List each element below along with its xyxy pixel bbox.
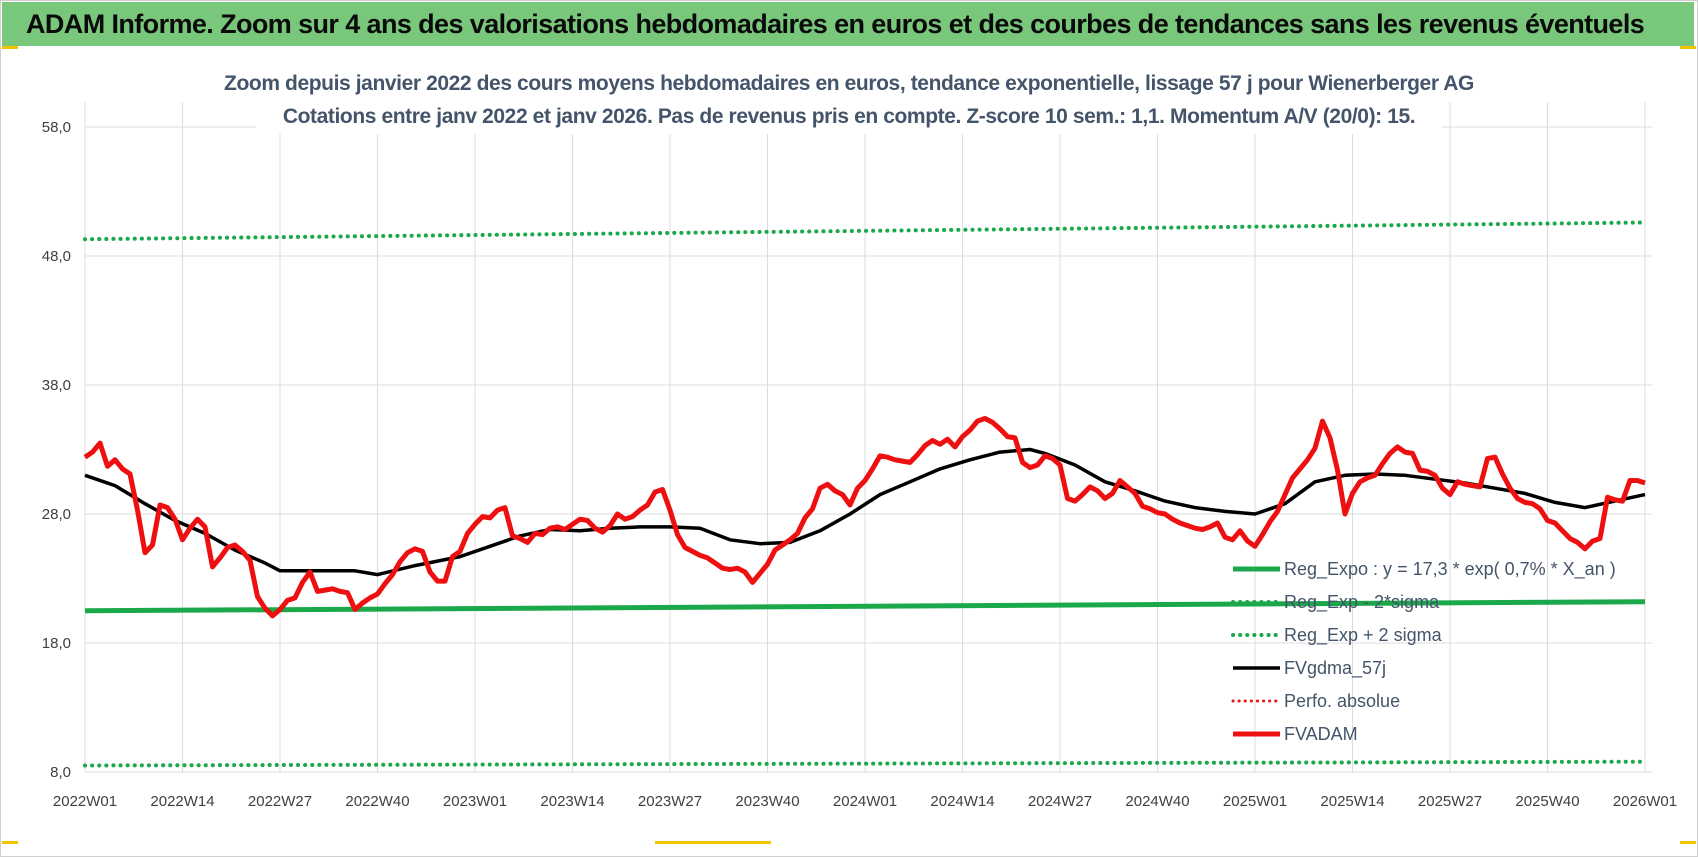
legend-label: FVgdma_57j: [1284, 658, 1386, 679]
y-axis: 58,0 48,0 38,0 28,0 18,0 8,0: [42, 119, 71, 781]
x-axis: 2022W01 2022W14 2022W27 2022W40 2023W01 2023W…: [53, 793, 1677, 810]
x-tick-label: 2022W40: [345, 793, 409, 810]
x-tick-label: 2023W14: [540, 793, 604, 810]
accent-mark-bottom-right: [1680, 841, 1696, 844]
header-banner: ADAM Informe. Zoom sur 4 ans des valoris…: [2, 2, 1694, 46]
x-tick-label: 2024W14: [930, 793, 994, 810]
series-reg-exp-2-sigma: [83, 759, 1647, 768]
accent-mark-left: [2, 46, 18, 49]
x-tick-label: 2025W01: [1223, 793, 1287, 810]
page-title: ADAM Informe. Zoom sur 4 ans des valoris…: [26, 9, 1645, 39]
accent-mark-bottom-center: [655, 841, 771, 844]
series-reg-expo-y-17-3-exp-0-7-x-an: [84, 599, 1646, 614]
legend-label: Reg_Exp - 2*sigma: [1284, 592, 1440, 613]
y-tick-label: 48,0: [42, 248, 71, 265]
y-tick-label: 28,0: [42, 506, 71, 523]
series-fvadam: [83, 416, 1646, 619]
x-tick-label: 2025W40: [1515, 793, 1579, 810]
x-tick-label: 2023W01: [443, 793, 507, 810]
x-tick-label: 2025W27: [1418, 793, 1482, 810]
legend-label: Reg_Exp + 2 sigma: [1284, 625, 1443, 646]
y-tick-label: 38,0: [42, 377, 71, 394]
accent-mark-right: [1680, 46, 1696, 49]
grid-layer: [84, 102, 1652, 773]
x-tick-label: 2026W01: [1613, 793, 1677, 810]
x-tick-label: 2022W27: [248, 793, 312, 810]
legend-label: Reg_Expo : y = 17,3 * exp( 0,7% * X_an ): [1284, 559, 1616, 580]
x-tick-label: 2024W27: [1028, 793, 1092, 810]
y-tick-label: 8,0: [50, 764, 71, 781]
series-layer: [83, 220, 1647, 768]
legend: Reg_Expo : y = 17,3 * exp( 0,7% * X_an )…: [1231, 559, 1616, 744]
title-backdrop: [256, 64, 1442, 134]
legend-label: FVADAM: [1284, 724, 1358, 744]
x-tick-label: 2022W14: [150, 793, 214, 810]
legend-label: Perfo. absolue: [1284, 691, 1400, 711]
x-tick-label: 2023W40: [735, 793, 799, 810]
x-tick-label: 2023W27: [638, 793, 702, 810]
x-tick-label: 2022W01: [53, 793, 117, 810]
y-tick-label: 58,0: [42, 119, 71, 136]
series-fvgdma-57j: [84, 447, 1646, 577]
y-tick-label: 18,0: [42, 635, 71, 652]
chart-title: Zoom depuis janvier 2022 des cours moyen…: [224, 72, 1474, 95]
accent-mark-bottom-left: [2, 841, 18, 844]
x-tick-label: 2024W01: [833, 793, 897, 810]
x-tick-label: 2025W14: [1320, 793, 1384, 810]
series-reg-exp-2-sigma: [83, 220, 1647, 242]
x-tick-label: 2024W40: [1125, 793, 1189, 810]
chart-subtitle: Cotations entre janv 2022 et janv 2026. …: [283, 105, 1415, 128]
